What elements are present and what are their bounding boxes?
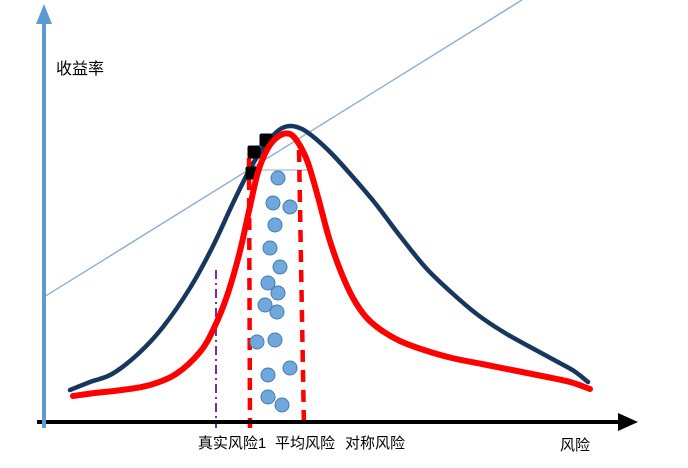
scatter-dot [262, 240, 278, 256]
scatter-dot [267, 217, 283, 233]
right-boundary-dashed-line [296, 149, 307, 429]
scatter-dot [267, 332, 283, 348]
scatter-dot [257, 297, 273, 313]
scatter-dot [272, 259, 288, 275]
scatter-dot [265, 195, 281, 211]
capital-market-line [43, 0, 523, 298]
x-tick-symmetric-risk: 对称风险 [344, 435, 406, 452]
scatter-dot [260, 275, 276, 291]
scatter-dot [274, 397, 290, 413]
x-tick-true-risk: 真实风险1 [197, 435, 267, 452]
narrow-risk-distribution-curve [70, 130, 593, 399]
scatter-dot [249, 334, 265, 350]
scatter-dot [260, 367, 276, 383]
black-square-marker [247, 145, 261, 159]
y-axis-label: 收益率 [56, 61, 105, 78]
scatter-dot [282, 360, 298, 376]
scatter-dot [269, 304, 285, 320]
scatter-dot [260, 389, 276, 405]
scatter-dot [270, 285, 286, 301]
y-axis-arrowhead [36, 4, 52, 24]
x-axis-arrowhead [618, 413, 638, 431]
x-tick-average-risk: 平均风险 [274, 435, 336, 452]
scatter-dot [282, 199, 298, 215]
scatter-dot [270, 170, 286, 186]
x-axis-label: 风险 [560, 437, 591, 454]
wide-risk-distribution-curve [67, 123, 591, 393]
